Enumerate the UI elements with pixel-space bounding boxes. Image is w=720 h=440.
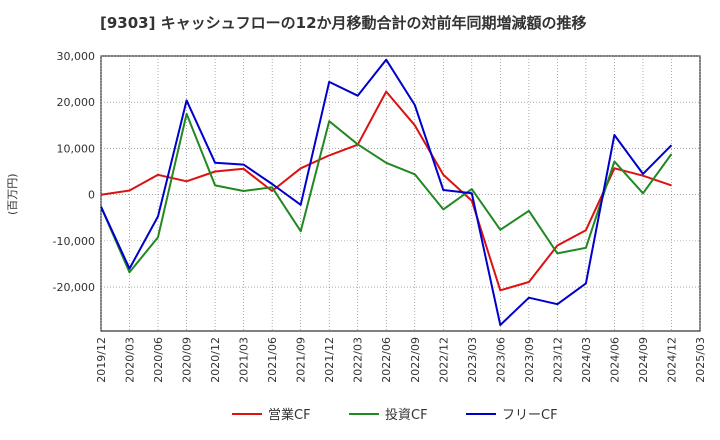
x-tick-label: 2023/06 [494, 337, 507, 383]
x-tick-label: 2022/06 [380, 337, 393, 383]
legend-label-3: フリーCF [502, 408, 558, 423]
x-tick-label: 2021/09 [295, 337, 308, 383]
x-tick-label: 2020/09 [181, 337, 194, 383]
axis-layer: -20,000 -10,000 0 10,000 20,000 30,000 2019/12… [53, 50, 707, 383]
x-tick-label: 2024/12 [665, 337, 678, 383]
series-line-1 [100, 90, 672, 292]
y-tick-label: 30,000 [57, 50, 96, 63]
grid-layer [100, 55, 701, 332]
x-tick-label: 2024/03 [580, 337, 593, 383]
y-tick-label: 20,000 [57, 96, 96, 109]
legend: 営業CF 投資CF フリーCF [232, 407, 558, 423]
y-tick-label: -20,000 [53, 281, 95, 294]
chart-title: [9303] キャッシュフローの12か月移動合計の対前年同期増減額の推移 [100, 14, 587, 32]
y-tick-label: -10,000 [53, 235, 95, 248]
legend-label-2: 投資CF [385, 407, 428, 423]
y-tick-label: 10,000 [57, 142, 96, 155]
x-tick-label: 2022/09 [409, 337, 422, 383]
series-layer [100, 58, 673, 326]
series-line-3 [100, 58, 673, 326]
y-tick-label: 0 [88, 189, 95, 202]
x-tick-label: 2022/03 [352, 337, 365, 383]
x-tick-label: 2021/12 [323, 337, 336, 383]
x-tick-label: 2020/03 [124, 337, 137, 383]
x-tick-label: 2020/12 [209, 337, 222, 383]
series-line-2 [100, 112, 673, 274]
x-tick-label: 2020/06 [152, 337, 165, 383]
x-tick-label: 2021/03 [238, 337, 251, 383]
x-tick-label: 2023/03 [466, 337, 479, 383]
legend-label-1: 営業CF [268, 407, 311, 423]
x-tick-label: 2022/12 [437, 337, 450, 383]
x-tick-label: 2024/06 [608, 337, 621, 383]
plot-frame [100, 55, 701, 332]
x-tick-label: 2019/12 [95, 337, 108, 383]
x-tick-label: 2021/06 [266, 337, 279, 383]
x-tick-label: 2024/09 [637, 337, 650, 383]
x-tick-label: 2023/12 [551, 337, 564, 383]
x-tick-label: 2025/03 [694, 337, 707, 383]
x-tick-label: 2023/09 [523, 337, 536, 383]
